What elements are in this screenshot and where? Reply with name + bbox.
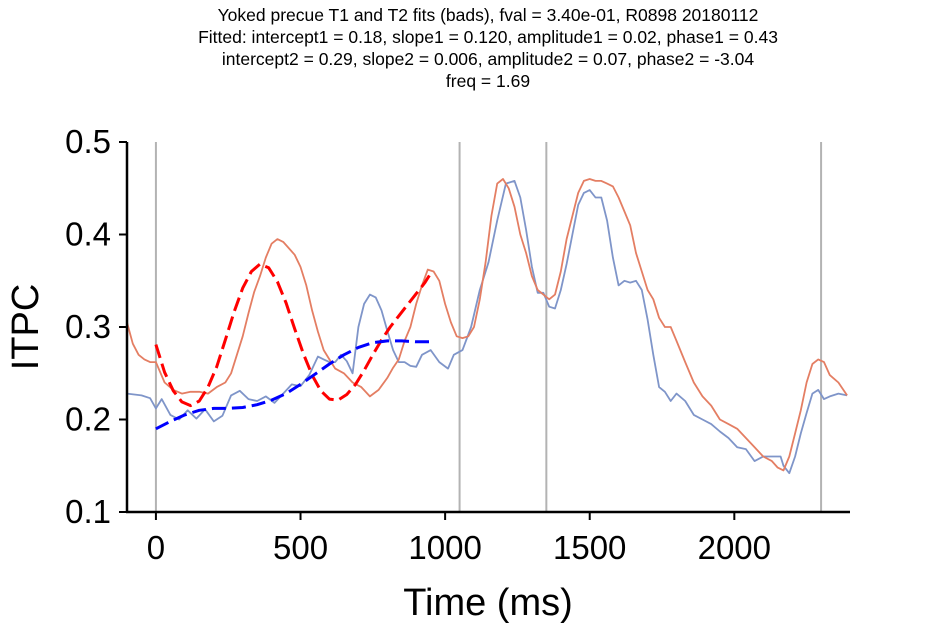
x-tick-label: 0 xyxy=(147,529,165,566)
x-tick-label: 2000 xyxy=(698,529,771,566)
y-axis-label: ITPC xyxy=(5,284,47,371)
y-tick-label: 0.5 xyxy=(65,123,111,160)
x-tick-label: 500 xyxy=(273,529,328,566)
title-line-3: intercept2 = 0.29, slope2 = 0.006, ampli… xyxy=(221,49,755,69)
x-tick-label: 1000 xyxy=(408,529,481,566)
series-line-1 xyxy=(126,180,848,475)
title-line-2: Fitted: intercept1 = 0.18, slope1 = 0.12… xyxy=(198,27,778,47)
x-tick-label: 1500 xyxy=(553,529,626,566)
y-tick-label: 0.1 xyxy=(65,493,111,530)
series-line-2 xyxy=(126,178,848,472)
title-line-4: freq = 1.69 xyxy=(445,71,531,91)
event-lines xyxy=(154,142,823,512)
y-tick-label: 0.4 xyxy=(65,216,111,253)
axes: 0.1 0.2 0.3 0.4 0.5 0 500 1000 1500 2000 xyxy=(65,123,850,566)
series-line-3 xyxy=(154,262,432,408)
y-tick-label: 0.2 xyxy=(65,401,111,438)
series-line-4 xyxy=(155,339,431,431)
x-axis-label: Time (ms) xyxy=(403,582,573,624)
title-line-1: Yoked precue T1 and T2 fits (bads), fval… xyxy=(217,5,759,25)
chart-title: Yoked precue T1 and T2 fits (bads), fval… xyxy=(0,4,938,92)
y-tick-label: 0.3 xyxy=(65,308,111,345)
series-layer xyxy=(126,178,848,475)
